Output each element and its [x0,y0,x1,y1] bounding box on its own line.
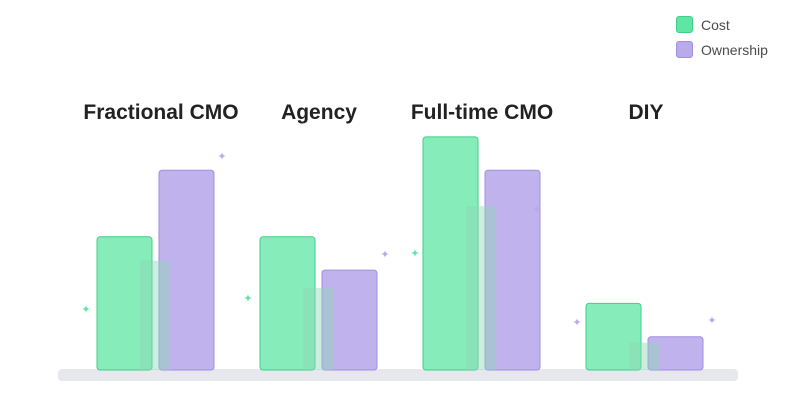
sparkle-icon: ✦ [81,303,90,316]
bar-ownership-agency [321,269,378,371]
sparkle-icon: ✦ [410,247,419,260]
sparkle-icon: ✦ [707,314,716,327]
bar-overlap-diy [629,342,659,370]
category-label-agency: Agency [281,101,357,124]
bar-cost-full-time-cmo [422,136,479,371]
category-label-full-time-cmo: Full-time CMO [410,101,554,124]
legend: Cost Ownership [676,12,768,62]
bar-cost-fractional-cmo [96,236,153,371]
bar-group [96,136,704,371]
bar-cost-agency [259,236,316,371]
category-label-diy: DIY [628,101,664,124]
bar-ownership-diy [647,336,704,371]
bar-overlap-fractional-cmo [140,260,170,370]
sparkle-icon: ✦ [572,316,581,329]
sparkle-decorations: ✦ ✦ ✦ ✦ ✦ ✦ ✦ ✦ [81,150,716,329]
sparkle-icon: ✦ [380,248,389,261]
bar-ownership-full-time-cmo [484,169,541,371]
bar-cost-diy [585,302,642,371]
sparkle-icon: ✦ [217,150,226,163]
bar-ownership-fractional-cmo [158,169,215,371]
legend-swatch-cost [676,16,693,33]
legend-item-ownership: Ownership [676,37,768,62]
category-label-fractional-cmo: Fractional CMO [83,101,239,124]
sparkle-icon: ✦ [243,292,252,305]
legend-swatch-ownership [676,41,693,58]
legend-label-cost: Cost [701,16,730,33]
bar-overlap-agency [303,288,333,370]
legend-label-ownership: Ownership [701,41,768,58]
sparkle-icon: ✦ [532,203,541,216]
legend-item-cost: Cost [676,12,768,37]
chart-baseline [58,369,738,381]
bar-overlap-full-time-cmo [466,206,496,370]
